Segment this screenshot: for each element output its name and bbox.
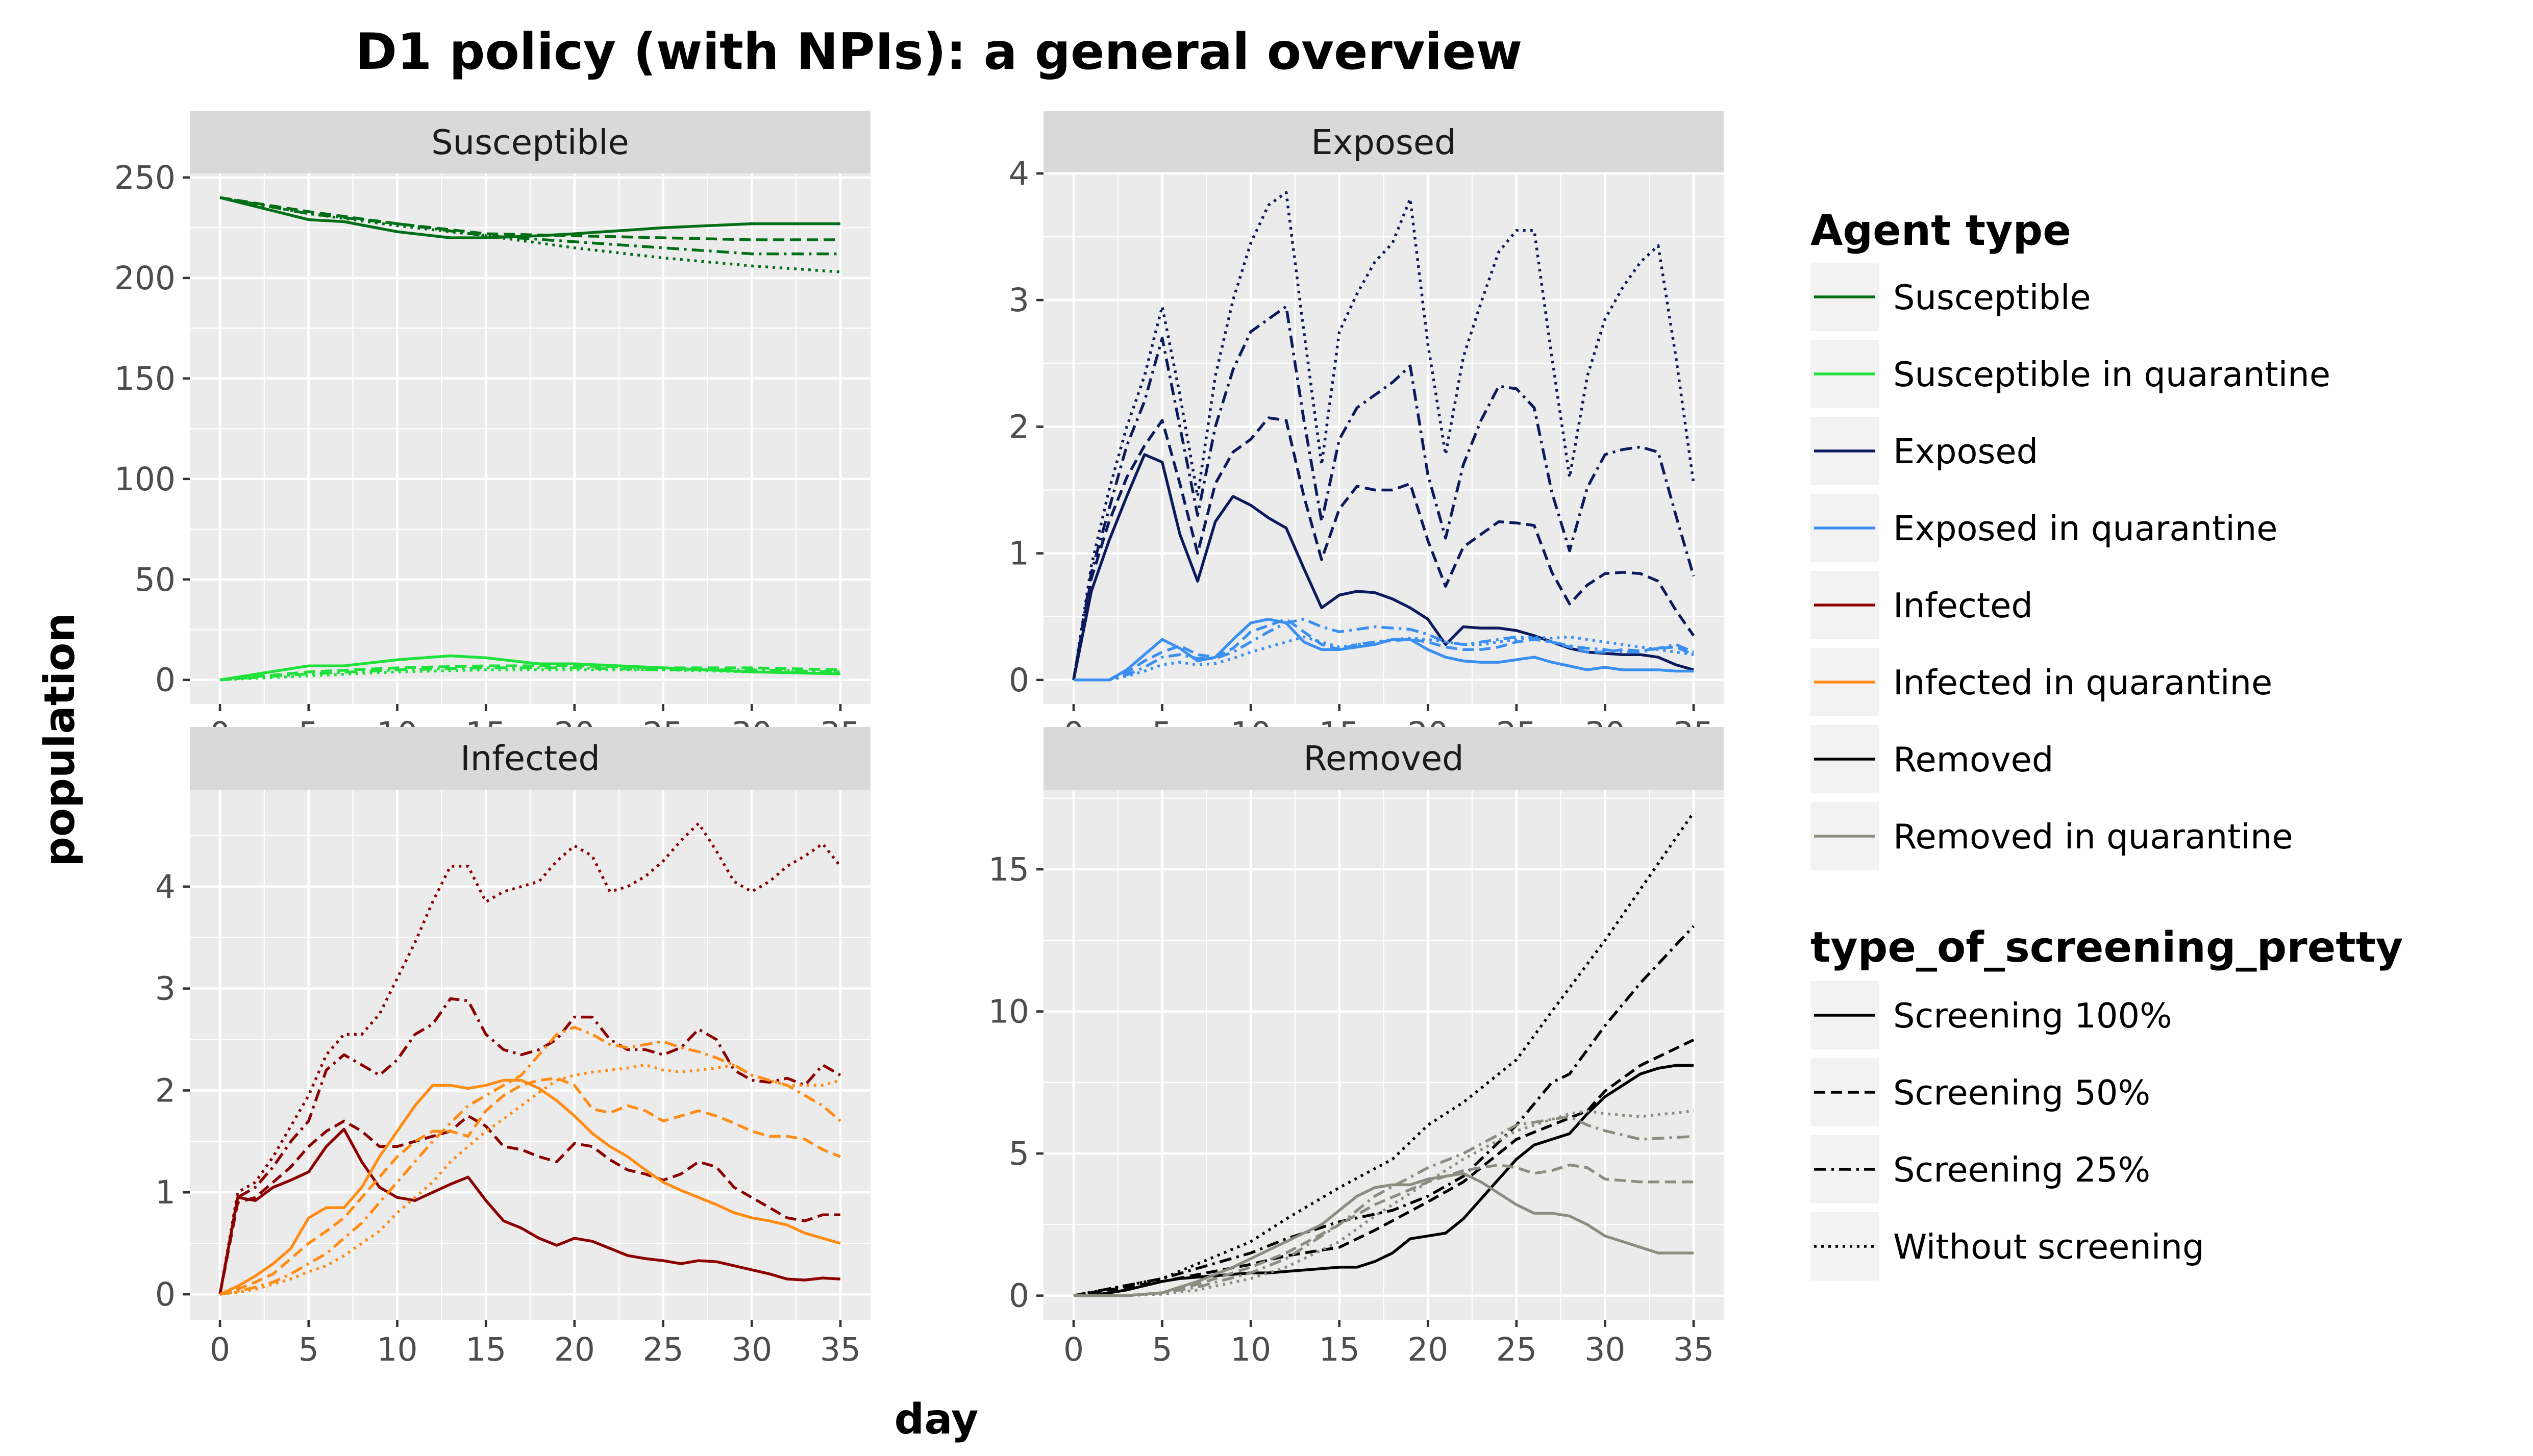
x-tick-label: 0 xyxy=(1063,1331,1084,1368)
y-tick-label: 250 xyxy=(114,159,176,196)
x-tick-label: 25 xyxy=(1496,1331,1537,1368)
y-tick-label: 200 xyxy=(114,260,176,297)
y-tick-label: 0 xyxy=(155,1276,176,1313)
y-tick-label: 3 xyxy=(155,970,176,1008)
x-tick-label: 5 xyxy=(299,1331,319,1368)
series-line-susceptible-screening-100 xyxy=(219,196,840,239)
series-line-infected-in-quarantine-screening-50 xyxy=(219,1076,841,1296)
facet-strip-label: Susceptible xyxy=(431,122,629,162)
y-tick-label: 15 xyxy=(988,851,1029,888)
series-line-exposed-screening-100 xyxy=(1072,453,1694,681)
series-line-removed-in-quarantine-screening-50 xyxy=(1074,1163,1694,1297)
facet-strip-label: Removed xyxy=(1303,739,1463,779)
x-tick-label: 10 xyxy=(377,1331,417,1368)
x-tick-label: 10 xyxy=(1230,1331,1271,1368)
panel-exposed: Exposed0510152025303501234 xyxy=(1009,111,1724,752)
legend-agent-label: Exposed in quarantine xyxy=(1893,509,2278,548)
chart-title: D1 policy (with NPIs): a general overvie… xyxy=(356,23,1523,81)
facet-strip-label: Exposed xyxy=(1311,122,1456,162)
y-tick-label: 4 xyxy=(1009,155,1029,192)
series-line-exposed-without-screening xyxy=(1072,191,1695,681)
y-tick-label: 4 xyxy=(155,868,176,906)
legend-screening-label: Screening 25% xyxy=(1893,1150,2150,1190)
series-line-exposed-screening-50 xyxy=(1072,416,1695,681)
series-line-removed-without-screening xyxy=(1073,812,1695,1297)
series-line-infected-screening-50 xyxy=(218,1114,840,1295)
series-line-susceptible-in-quarantine-screening-25 xyxy=(219,666,840,682)
y-tick-label: 0 xyxy=(1009,662,1029,699)
legend-agent-label: Susceptible xyxy=(1893,278,2091,317)
series-line-susceptible-screening-50 xyxy=(219,196,840,241)
facet-strip-susceptible xyxy=(190,111,871,173)
x-tick-label: 35 xyxy=(820,1331,861,1368)
legend-screening-items: Screening 100% Screening 50% Screening 25%… xyxy=(1810,981,2204,1281)
legend-agent-label: Infected xyxy=(1893,586,2033,625)
series-line-infected-in-quarantine-screening-25 xyxy=(219,1025,841,1296)
x-tick-label: 5 xyxy=(1152,1331,1173,1368)
legend-screening-label: Without screening xyxy=(1893,1227,2204,1267)
series-line-removed-screening-25 xyxy=(1073,925,1695,1297)
y-tick-label: 2 xyxy=(1009,408,1029,445)
legend-agent-label: Exposed xyxy=(1893,432,2038,471)
x-tick-label: 30 xyxy=(1584,1331,1625,1368)
legend-agent-label: Susceptible in quarantine xyxy=(1893,355,2330,394)
series-line-infected-screening-25 xyxy=(218,997,841,1295)
y-tick-label: 3 xyxy=(1009,282,1029,319)
panel-infected: Infected 0 5 10 15 20 25 30 35 0 1 2 3 4 xyxy=(155,727,871,1368)
legend-screening-label: Screening 50% xyxy=(1893,1073,2150,1113)
series-line-susceptible-without-screening xyxy=(219,196,841,273)
series-line-exposed-screening-25 xyxy=(1072,305,1695,681)
x-tick-label: 35 xyxy=(1673,1331,1714,1368)
y-axis-title: population xyxy=(36,613,84,867)
y-tick-label: 0 xyxy=(155,662,176,699)
series-line-exposed-in-quarantine-screening-100 xyxy=(1074,617,1694,682)
x-tick-label: 15 xyxy=(1319,1331,1360,1368)
y-tick-label: 50 xyxy=(135,561,176,598)
x-axis-title: day xyxy=(895,1395,979,1444)
facet-panels: Susceptible05101520253035050100150200250… xyxy=(114,111,1724,1368)
y-tick-label: 1 xyxy=(1009,535,1029,572)
x-tick-label: 25 xyxy=(642,1331,683,1368)
y-tick-label: 1 xyxy=(155,1174,176,1211)
panel-removed: Removed 0 5 10 15 20 25 30 35 0 5 10 15 xyxy=(988,727,1724,1368)
x-tick-label: 30 xyxy=(731,1331,772,1368)
x-tick-label: 20 xyxy=(554,1331,595,1368)
legend: Agent type Susceptible Susceptible in qua… xyxy=(1810,207,2403,1281)
facet-strip-removed xyxy=(1044,727,1724,790)
y-tick-label: 0 xyxy=(1009,1277,1029,1315)
panel-susceptible: Susceptible05101520253035050100150200250 xyxy=(114,111,871,752)
legend-screening-label: Screening 100% xyxy=(1893,996,2172,1036)
series-line-infected-in-quarantine-screening-100 xyxy=(219,1078,841,1296)
facet-strip-label: Infected xyxy=(460,739,600,779)
series-line-exposed-in-quarantine-screening-25 xyxy=(1074,617,1695,682)
y-tick-label: 5 xyxy=(1009,1135,1029,1172)
legend-agent-title: Agent type xyxy=(1810,207,2071,255)
series-line-infected-screening-100 xyxy=(218,1127,841,1295)
series-line-infected-in-quarantine-without-screening xyxy=(219,1063,841,1296)
x-tick-label: 0 xyxy=(210,1331,230,1368)
legend-agent-label: Infected in quarantine xyxy=(1893,663,2272,702)
series-line-removed-screening-50 xyxy=(1073,1038,1695,1297)
y-tick-label: 2 xyxy=(155,1072,176,1109)
y-tick-label: 100 xyxy=(114,461,176,498)
series-line-susceptible-in-quarantine-screening-50 xyxy=(219,664,840,682)
series-line-susceptible-screening-25 xyxy=(219,196,840,256)
legend-agent-items: Susceptible Susceptible in quarantine Expo… xyxy=(1810,263,2330,870)
facet-strip-exposed xyxy=(1044,111,1724,173)
series-line-exposed-in-quarantine-screening-50 xyxy=(1074,617,1695,682)
y-tick-label: 10 xyxy=(988,993,1029,1031)
series-line-removed-in-quarantine-screening-25 xyxy=(1074,1115,1694,1297)
legend-agent-label: Removed in quarantine xyxy=(1893,817,2293,857)
legend-screening-title: type_of_screening_pretty xyxy=(1810,923,2403,972)
facet-strip-infected xyxy=(190,727,871,790)
series-line-exposed-in-quarantine-without-screening xyxy=(1074,635,1694,682)
x-tick-label: 20 xyxy=(1407,1331,1448,1368)
x-tick-label: 15 xyxy=(465,1331,506,1368)
legend-agent-label: Removed xyxy=(1893,740,2053,780)
y-tick-label: 150 xyxy=(114,360,176,397)
